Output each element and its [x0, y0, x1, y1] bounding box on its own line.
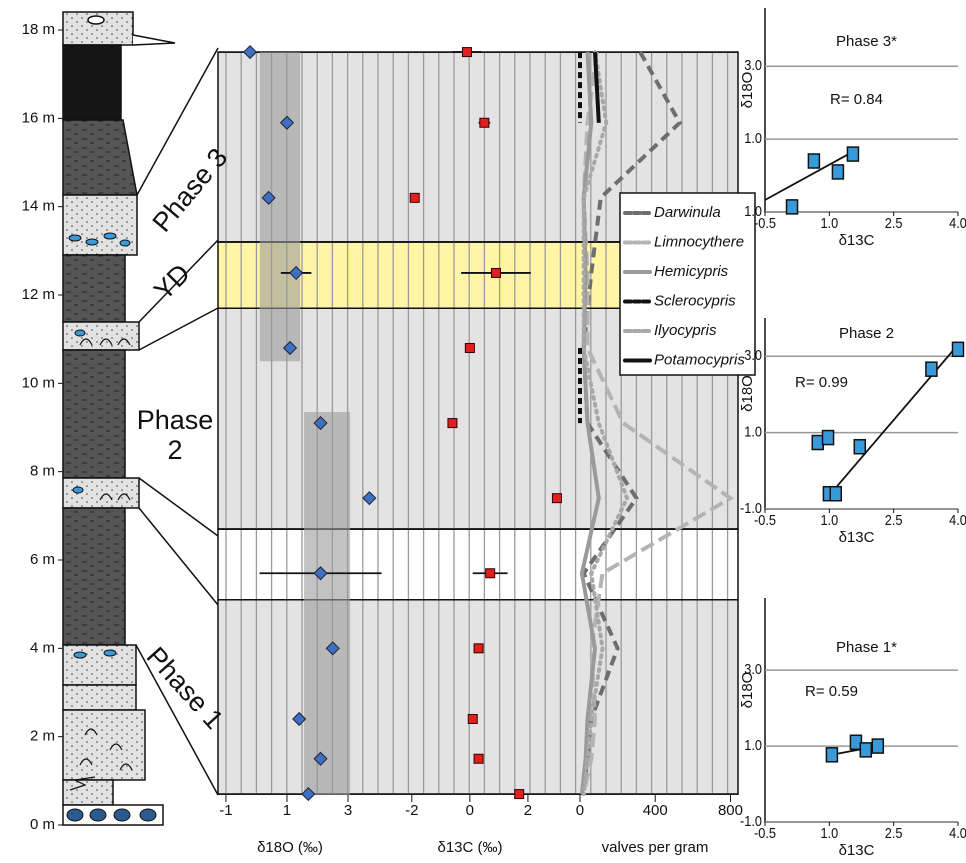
y-tick-label: 0 m	[30, 816, 55, 833]
panel-title: Phase 1*	[836, 639, 897, 656]
data-point	[823, 431, 834, 445]
y-tick-label: 18 m	[22, 21, 55, 38]
x-axis-label: δ13C (‰)	[437, 839, 502, 856]
zone-band	[218, 600, 738, 794]
y-axis-label: δ18O	[739, 672, 756, 709]
x-axis-label: δ13C	[839, 232, 875, 249]
axis-frame	[765, 318, 958, 509]
data-point	[474, 644, 483, 653]
x-tick-label: 1.0	[820, 511, 838, 528]
panel-title: Phase 3*	[836, 33, 897, 50]
y-tick-label: 1.0	[744, 736, 762, 753]
shaded-range	[304, 412, 350, 795]
legend-label: Potamocypris	[654, 351, 745, 368]
data-point	[812, 436, 823, 450]
x-tick-label: 400	[643, 802, 668, 819]
x-tick-label: -0.5	[754, 824, 776, 841]
y-tick-label: 6 m	[30, 551, 55, 568]
legend-label: Hemicypris	[654, 263, 729, 280]
data-point	[480, 118, 489, 127]
x-axis-label: valves per gram	[602, 839, 709, 856]
y-tick-label: 3.0	[744, 56, 762, 73]
x-axis-label: δ13C	[839, 529, 875, 546]
x-tick-label: 4.0	[949, 824, 966, 841]
y-tick-label: 14 m	[22, 198, 55, 215]
data-point	[448, 419, 457, 428]
y-tick-label: 1.0	[744, 423, 762, 440]
x-tick-label: 1.0	[820, 214, 838, 231]
shaded-range	[260, 52, 300, 361]
x-tick-label: 2.5	[885, 824, 903, 841]
r-label: R= 0.84	[830, 91, 883, 108]
x-tick-label: 2.5	[885, 214, 903, 231]
x-tick-label: -1	[219, 802, 232, 819]
fit-line	[828, 345, 958, 497]
data-point	[486, 569, 495, 578]
y-tick-label: 12 m	[22, 286, 55, 303]
data-point	[847, 147, 858, 161]
data-point	[926, 362, 937, 376]
x-axis-label: δ18O (‰)	[257, 839, 323, 856]
data-point	[854, 440, 865, 454]
y-tick-label: 4 m	[30, 639, 55, 656]
data-point	[410, 193, 419, 202]
figure: 0 m 2 m 4 m 6 m 8 m 10 m 12 m 14 m 16 m 18 m -1 1 3 δ…	[0, 0, 966, 863]
data-point	[462, 48, 471, 57]
data-point	[860, 743, 871, 757]
panel-title: Phase 2	[839, 325, 894, 342]
x-tick-label: 4.0	[949, 511, 966, 528]
y-tick-label: 10 m	[22, 374, 55, 391]
data-point	[468, 715, 477, 724]
data-point	[491, 268, 500, 277]
x-tick-label: 4.0	[949, 214, 966, 231]
y-tick-label: 3.0	[744, 346, 762, 363]
y-axis-label: δ18O	[739, 72, 756, 109]
x-tick-label: 1	[283, 802, 291, 819]
data-point	[872, 739, 883, 753]
data-point	[787, 200, 798, 214]
r-label: R= 0.99	[795, 374, 848, 391]
data-point	[832, 165, 843, 179]
x-tick-label: 2.5	[885, 511, 903, 528]
x-tick-label: 0	[576, 802, 584, 819]
y-tick-label: 16 m	[22, 109, 55, 126]
x-tick-label: -0.5	[754, 214, 776, 231]
zone-label: Phase 2	[135, 405, 215, 465]
y-axis-label: δ18O	[739, 375, 756, 412]
y-tick-label: 1.0	[744, 129, 762, 146]
data-point	[465, 344, 474, 353]
y-tick-label: 8 m	[30, 463, 55, 480]
y-tick-label: 2 m	[30, 728, 55, 745]
x-tick-label: -2	[405, 802, 418, 819]
x-tick-label: -0.5	[754, 511, 776, 528]
x-tick-label: 1.0	[820, 824, 838, 841]
legend-label: Darwinula	[654, 204, 721, 221]
legend-label: Limnocythere	[654, 233, 744, 250]
data-point	[826, 748, 837, 762]
data-point	[552, 494, 561, 503]
data-point	[808, 154, 819, 168]
legend-label: Sclerocypris	[654, 292, 736, 309]
data-point	[515, 790, 524, 799]
x-tick-label: 0	[466, 802, 474, 819]
x-tick-label: 2	[524, 802, 532, 819]
data-point	[830, 487, 841, 501]
data-point	[474, 754, 483, 763]
axis-frame	[765, 598, 958, 822]
legend-label: Ilyocypris	[654, 322, 717, 339]
data-point	[953, 342, 964, 356]
r-label: R= 0.59	[805, 683, 858, 700]
x-axis-label: δ13C	[839, 842, 875, 859]
x-tick-label: 3	[344, 802, 352, 819]
